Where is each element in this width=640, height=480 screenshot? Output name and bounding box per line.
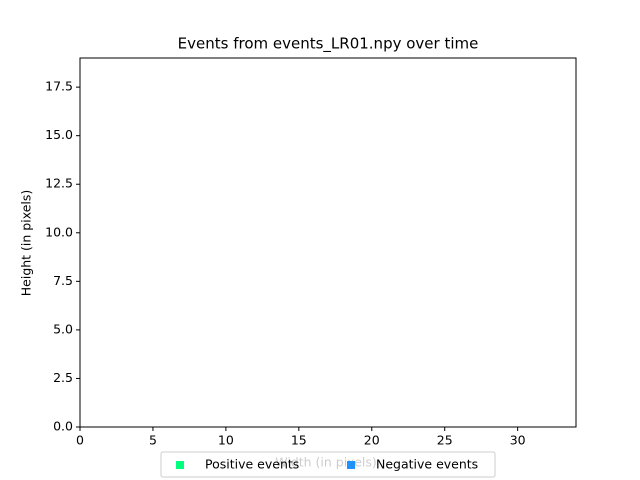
- x-tick-label: 10: [218, 433, 234, 448]
- x-tick-label: 5: [149, 433, 157, 448]
- y-tick-label: 10.0: [45, 224, 73, 239]
- y-tick-label: 12.5: [45, 176, 73, 191]
- y-tick-label: 5.0: [53, 321, 73, 336]
- legend-marker: [176, 461, 184, 469]
- y-tick-label: 2.5: [53, 370, 73, 385]
- legend-label: Negative events: [376, 457, 478, 472]
- x-tick-label: 15: [291, 433, 307, 448]
- legend-marker: [347, 461, 355, 469]
- legend-label: Positive events: [205, 457, 299, 472]
- x-tick-label: 20: [364, 433, 380, 448]
- plot-frame: [79, 57, 577, 428]
- y-tick-label: 15.0: [45, 127, 73, 142]
- y-axis-label: Height (in pixels): [19, 190, 34, 297]
- x-tick-label: 25: [437, 433, 453, 448]
- legend-box: [160, 451, 496, 478]
- x-tick-label: 30: [510, 433, 526, 448]
- chart-title: Events from events_LR01.npy over time: [178, 35, 479, 54]
- y-tick-label: 17.5: [45, 79, 73, 94]
- x-tick-label: 0: [76, 433, 84, 448]
- y-tick-label: 7.5: [53, 273, 73, 288]
- y-tick-label: 0.0: [53, 419, 73, 434]
